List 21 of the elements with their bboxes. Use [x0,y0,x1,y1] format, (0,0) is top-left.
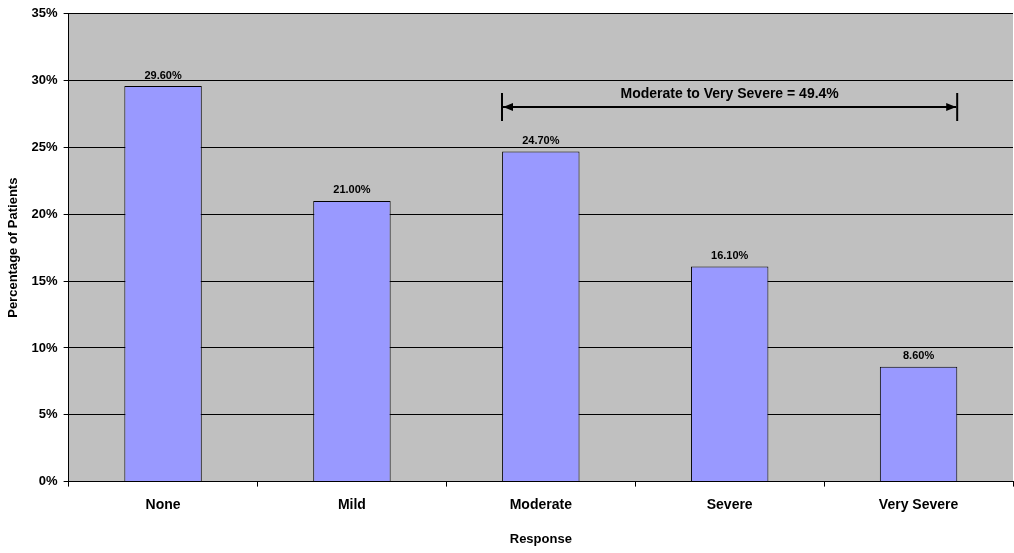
data-label: 21.00% [333,183,371,196]
annotation: Moderate to Very Severe = 49.4% [620,85,839,102]
data-label: 16.10% [711,248,749,261]
x-tick-label: None [145,495,181,512]
data-label: 29.60% [144,68,182,81]
y-tick-label: 10% [31,339,59,355]
y-tick-label: 5% [38,406,59,422]
x-tick-label: Mild [337,495,366,512]
x-tick-label: Moderate [509,495,573,512]
data-label: 24.70% [522,134,560,146]
y-tick-label: 20% [31,205,59,221]
y-tick-label: 15% [31,272,59,288]
y-tick-label: 0% [38,473,59,489]
y-tick-label: 35% [31,5,59,21]
x-axis-title: Response [509,530,572,546]
y-tick-label: 25% [31,139,59,155]
x-tick-label: Severe [706,495,753,512]
data-label: 8.60% [902,349,935,362]
y-axis-title: Percentage of Patients [5,177,21,318]
x-tick-label: Very Severe [878,495,959,512]
y-tick-label: 30% [31,72,59,88]
